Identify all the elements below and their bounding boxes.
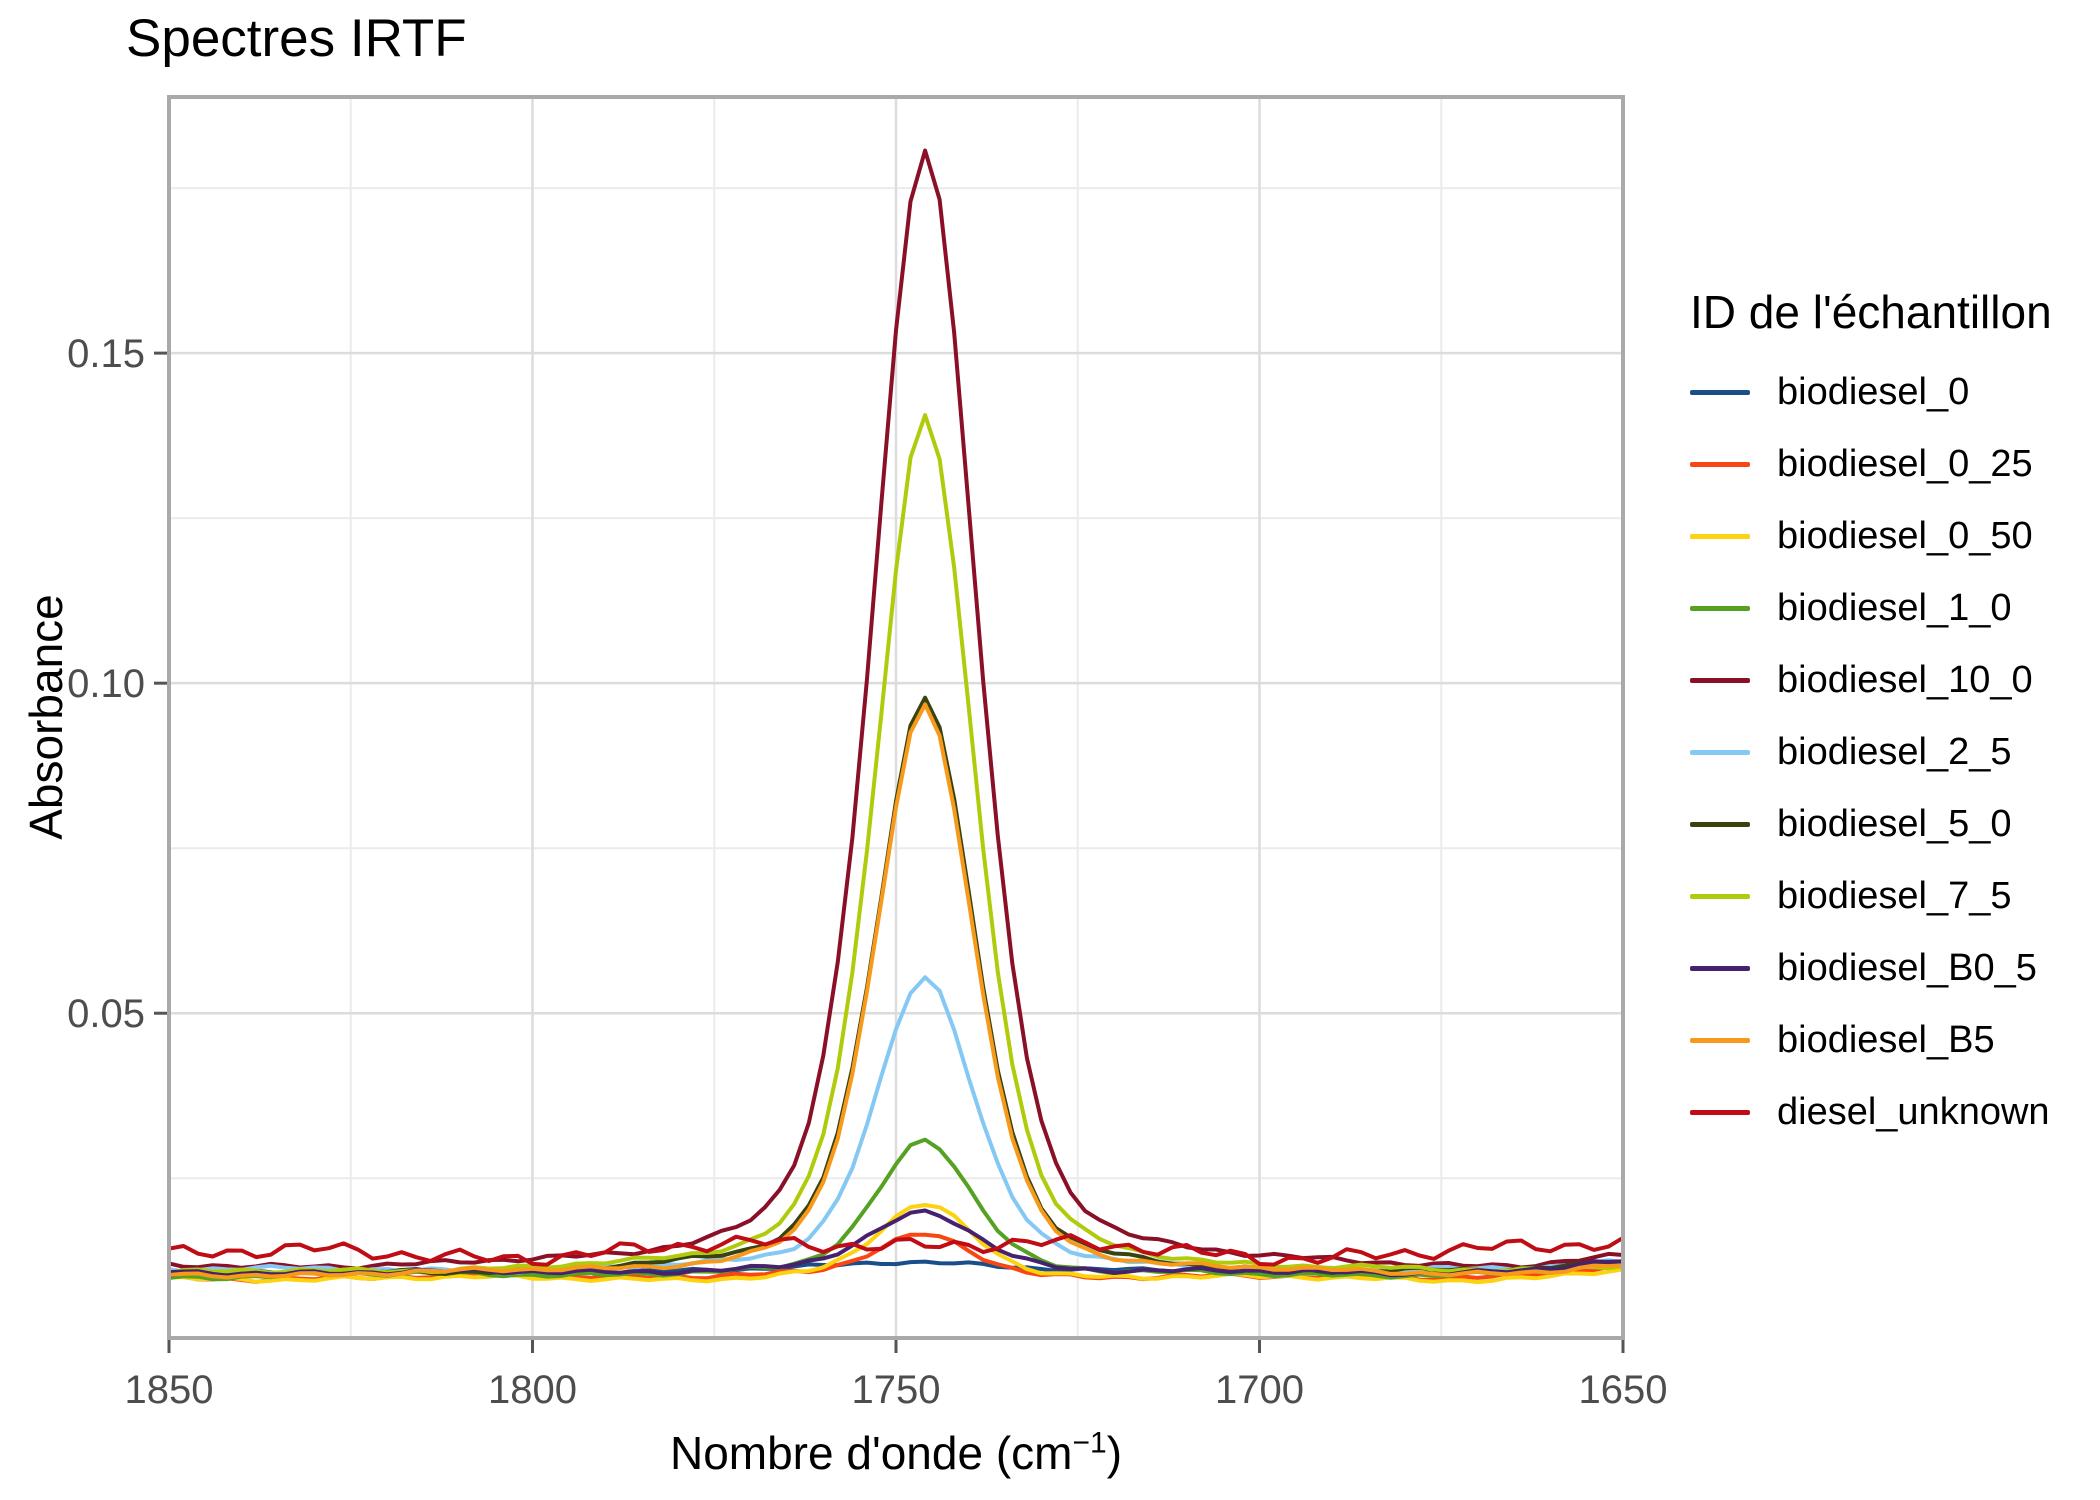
series-line-biodiesel_0_50 bbox=[169, 1203, 1623, 1285]
series-line-biodiesel_B5 bbox=[169, 702, 1623, 1280]
legend-item: biodiesel_0_25 bbox=[1690, 428, 2090, 500]
legend-swatch-line bbox=[1690, 1037, 1750, 1043]
legend-item: biodiesel_B0_5 bbox=[1690, 932, 2090, 1004]
legend-item-label: biodiesel_B0_5 bbox=[1777, 946, 2037, 989]
legend-swatch-line bbox=[1690, 749, 1750, 755]
legend-item: biodiesel_2_5 bbox=[1690, 716, 2090, 788]
series-line-diesel_unknown bbox=[169, 1233, 1623, 1267]
legend-swatch-line bbox=[1690, 605, 1750, 611]
x-axis-title: Nombre d'onde (cm−1) bbox=[670, 1426, 1122, 1480]
legend-item-label: biodiesel_0_50 bbox=[1777, 514, 2033, 557]
legend-swatch-line bbox=[1690, 389, 1750, 395]
x-tick-label: 1700 bbox=[1215, 1368, 1304, 1412]
legend-swatch-line bbox=[1690, 821, 1750, 827]
y-tick-label: 0.15 bbox=[67, 332, 145, 376]
legend-swatch-line bbox=[1690, 677, 1750, 683]
y-tick-label: 0.10 bbox=[67, 662, 145, 706]
x-axis-title-sup: −1 bbox=[1072, 1426, 1107, 1460]
legend-item: biodiesel_10_0 bbox=[1690, 644, 2090, 716]
legend-swatch-line bbox=[1690, 461, 1750, 467]
x-tick-label: 1800 bbox=[488, 1368, 577, 1412]
legend-item-label: biodiesel_0 bbox=[1777, 370, 1970, 413]
legend-swatch-line bbox=[1690, 533, 1750, 539]
legend-item: biodiesel_B5 bbox=[1690, 1004, 2090, 1076]
x-tick-labels: 1850 1800 1750 1700 1650 bbox=[125, 1368, 1668, 1412]
legend-item-label: biodiesel_2_5 bbox=[1777, 730, 2012, 773]
legend-item: biodiesel_1_0 bbox=[1690, 572, 2090, 644]
x-tick-label: 1650 bbox=[1579, 1368, 1668, 1412]
x-tick-label: 1850 bbox=[125, 1368, 214, 1412]
legend-item-label: biodiesel_10_0 bbox=[1777, 658, 2033, 701]
series-lines bbox=[169, 148, 1623, 1285]
legend-item-label: biodiesel_0_25 bbox=[1777, 442, 2033, 485]
legend-item-label: biodiesel_7_5 bbox=[1777, 874, 2012, 917]
legend-item-label: biodiesel_B5 bbox=[1777, 1018, 1995, 1061]
legend-item: biodiesel_0 bbox=[1690, 356, 2090, 428]
series-line-biodiesel_10_0 bbox=[169, 148, 1623, 1271]
x-axis-title-suffix: ) bbox=[1106, 1427, 1123, 1479]
legend-title: ID de l'échantillon bbox=[1690, 286, 2052, 338]
y-axis-title: Absorbance bbox=[20, 594, 72, 840]
legend-item: biodiesel_7_5 bbox=[1690, 860, 2090, 932]
legend: ID de l'échantillon biodiesel_0 biodiesel… bbox=[1690, 286, 2090, 1148]
chart-title: Spectres IRTF bbox=[126, 9, 467, 68]
panel-border bbox=[167, 95, 1625, 1340]
legend-swatch-line bbox=[1690, 965, 1750, 971]
legend-item-label: biodiesel_5_0 bbox=[1777, 802, 2012, 845]
legend-swatch-line bbox=[1690, 893, 1750, 899]
legend-item: biodiesel_5_0 bbox=[1690, 788, 2090, 860]
y-tick-labels: 0.05 0.10 0.15 bbox=[67, 332, 145, 1036]
legend-swatch-line bbox=[1690, 1109, 1750, 1115]
legend-item-label: biodiesel_1_0 bbox=[1777, 586, 2012, 629]
x-axis-title-text: Nombre d'onde (cm bbox=[669, 1427, 1073, 1479]
tick-marks bbox=[154, 351, 1625, 1353]
y-tick-label: 0.05 bbox=[67, 992, 145, 1036]
legend-item-label: diesel_unknown bbox=[1777, 1090, 2050, 1133]
gridlines-major bbox=[167, 97, 1625, 1338]
legend-item: biodiesel_0_50 bbox=[1690, 500, 2090, 572]
legend-item: diesel_unknown bbox=[1690, 1076, 2090, 1148]
x-tick-label: 1750 bbox=[852, 1368, 941, 1412]
